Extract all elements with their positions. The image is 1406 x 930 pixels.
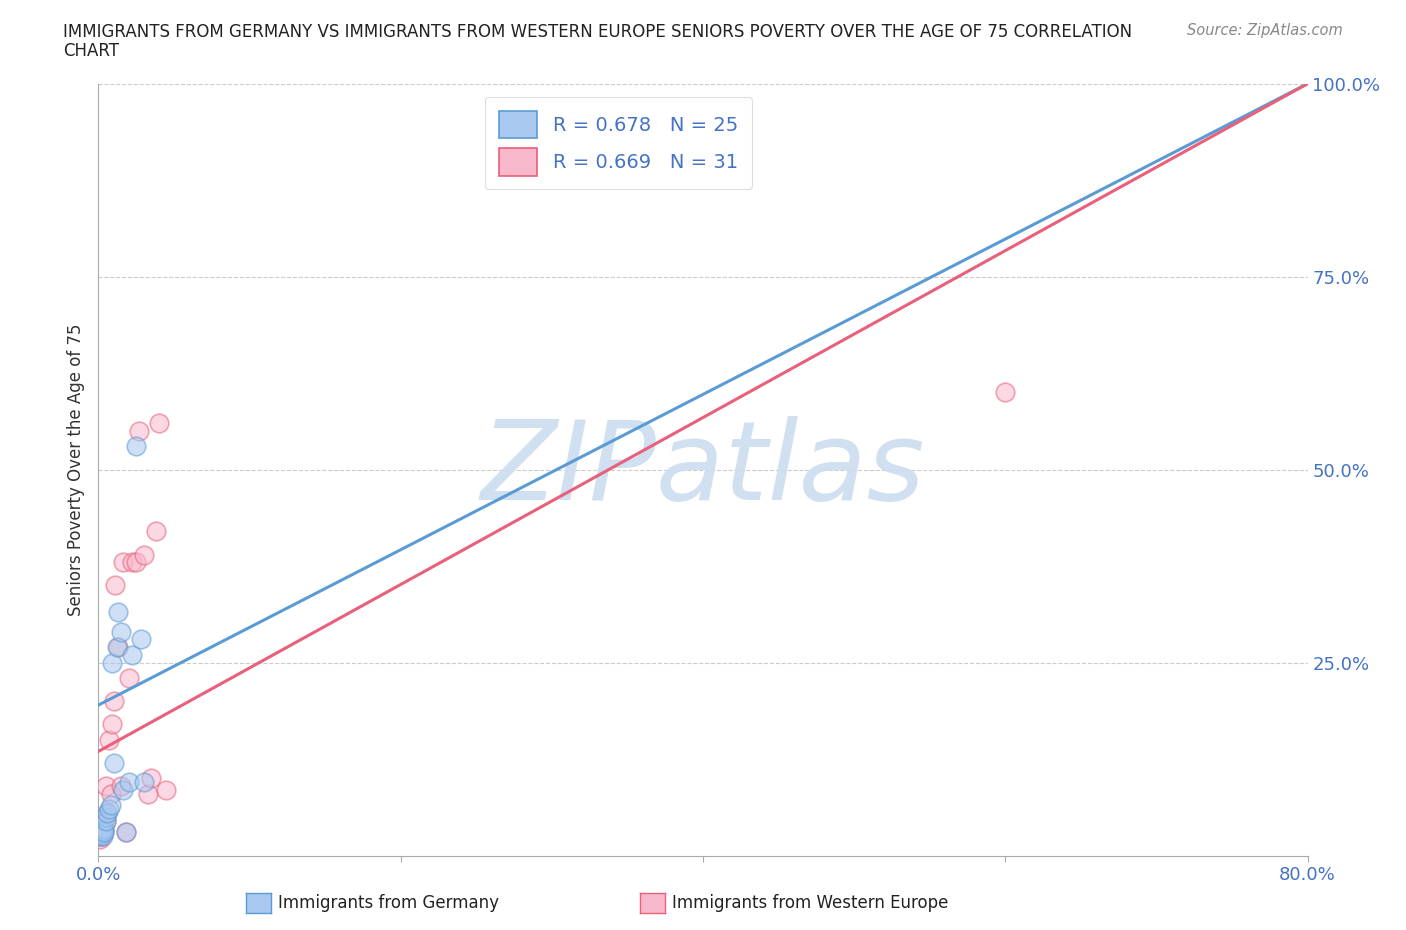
- Point: [155, 782, 177, 797]
- Point: [90, 829, 112, 844]
- Point: [141, 771, 163, 786]
- Point: [101, 717, 124, 732]
- Point: [89, 825, 111, 840]
- Point: [105, 640, 128, 655]
- Text: CHART: CHART: [63, 42, 120, 60]
- Point: [111, 555, 134, 570]
- Point: [110, 624, 132, 639]
- Point: [104, 578, 127, 593]
- Point: [994, 385, 1017, 400]
- Point: [94, 778, 117, 793]
- Point: [145, 524, 167, 538]
- Point: [121, 555, 143, 570]
- Point: [93, 825, 115, 840]
- Point: [128, 424, 150, 439]
- Point: [90, 827, 112, 842]
- Point: [103, 755, 125, 770]
- Point: [89, 829, 111, 844]
- Point: [111, 782, 134, 797]
- Point: [93, 825, 115, 840]
- Point: [129, 632, 152, 647]
- Point: [89, 831, 111, 846]
- Point: [100, 798, 122, 813]
- Point: [100, 787, 122, 802]
- Text: Immigrants from Germany: Immigrants from Germany: [278, 894, 499, 912]
- Point: [94, 814, 117, 829]
- Point: [125, 555, 148, 570]
- Text: Source: ZipAtlas.com: Source: ZipAtlas.com: [1187, 23, 1343, 38]
- Point: [101, 656, 124, 671]
- Point: [90, 827, 112, 842]
- Point: [89, 829, 111, 844]
- Point: [132, 547, 155, 562]
- Point: [107, 605, 129, 620]
- Text: Immigrants from Western Europe: Immigrants from Western Europe: [672, 894, 949, 912]
- Point: [132, 775, 155, 790]
- Point: [103, 694, 125, 709]
- Text: IMMIGRANTS FROM GERMANY VS IMMIGRANTS FROM WESTERN EUROPE SENIORS POVERTY OVER T: IMMIGRANTS FROM GERMANY VS IMMIGRANTS FR…: [63, 23, 1132, 41]
- Point: [107, 640, 129, 655]
- Point: [91, 827, 114, 842]
- Point: [121, 647, 143, 662]
- Point: [91, 825, 114, 840]
- Point: [91, 829, 114, 844]
- Point: [118, 671, 141, 685]
- Point: [91, 823, 114, 838]
- Point: [114, 825, 136, 840]
- Point: [96, 805, 118, 820]
- Point: [98, 802, 121, 817]
- Y-axis label: Seniors Poverty Over the Age of 75: Seniors Poverty Over the Age of 75: [66, 324, 84, 616]
- Point: [98, 733, 121, 748]
- Point: [136, 787, 159, 802]
- Point: [93, 821, 115, 836]
- Point: [114, 825, 136, 840]
- Point: [148, 416, 170, 431]
- Point: [90, 825, 112, 840]
- Point: [93, 821, 115, 836]
- Point: [125, 439, 148, 454]
- Point: [110, 778, 132, 793]
- Legend: R = 0.678   N = 25, R = 0.669   N = 31: R = 0.678 N = 25, R = 0.669 N = 31: [485, 98, 752, 189]
- Point: [94, 809, 117, 825]
- Point: [118, 775, 141, 790]
- Point: [94, 814, 117, 829]
- Text: ZIPatlas: ZIPatlas: [481, 416, 925, 524]
- Point: [96, 805, 118, 820]
